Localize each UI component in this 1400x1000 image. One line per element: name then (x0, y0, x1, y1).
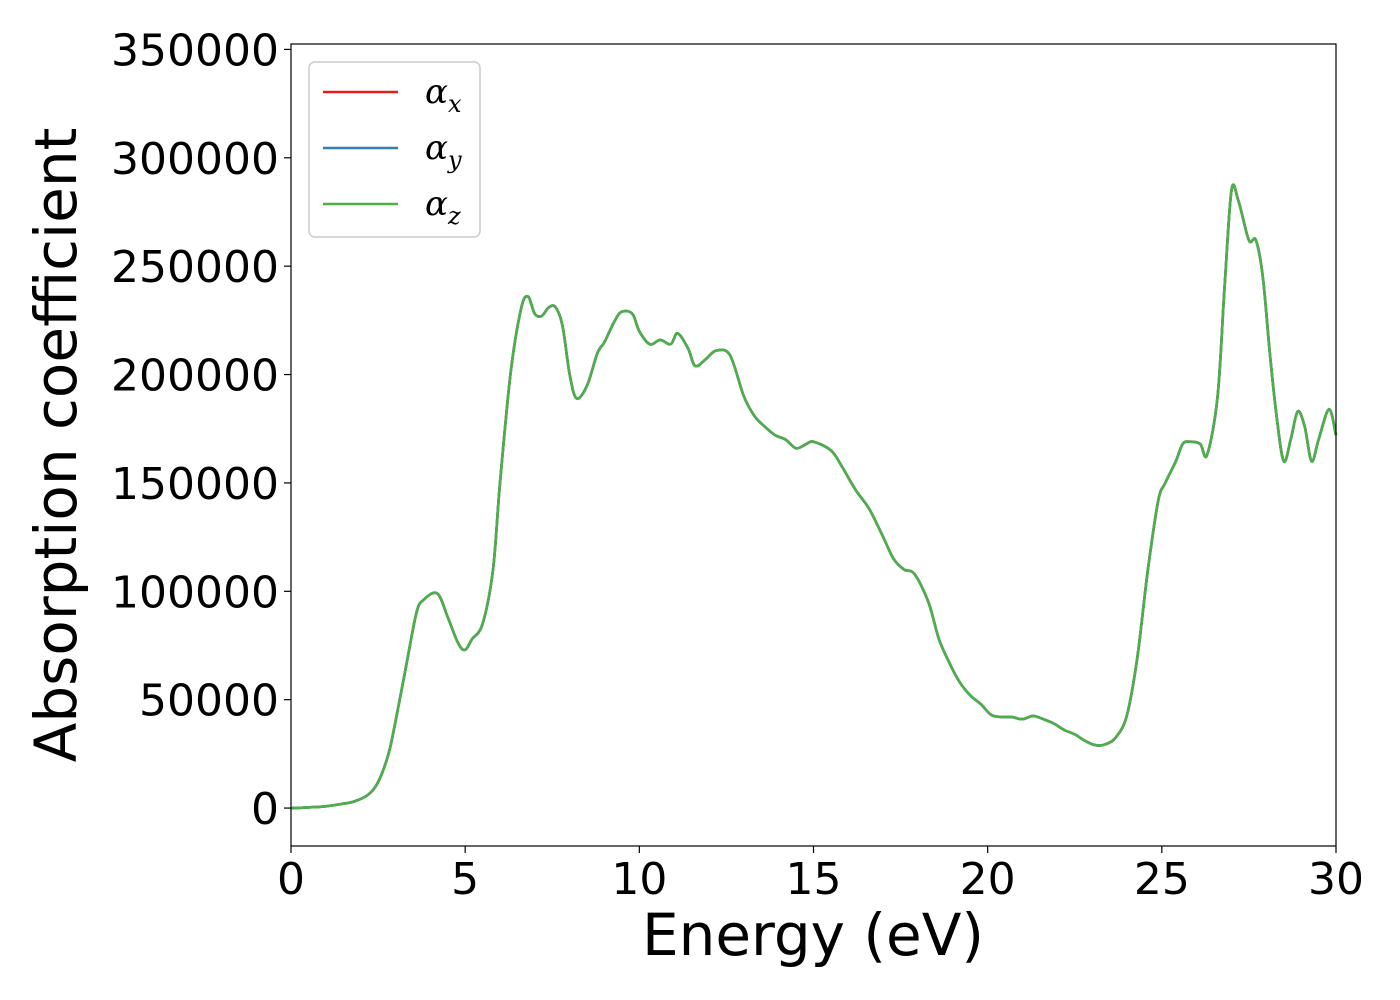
legend: αx αy αz (308, 61, 481, 238)
legend-box (308, 61, 481, 238)
series-lines (290, 183, 1338, 810)
x-axis: 0 5 10 15 20 25 30 (277, 846, 1364, 905)
y-axis-title: Absorption coefficient (22, 128, 90, 763)
y-axis: 0 50000 100000 150000 200000 250000 300000 3500… (111, 25, 291, 835)
y-tick-label: 150000 (111, 459, 279, 510)
y-tick-label: 0 (251, 784, 279, 835)
x-tick-label: 15 (786, 854, 842, 905)
x-axis-title: Energy (eV) (642, 901, 984, 969)
legend-label-alpha-y: αy (425, 128, 462, 174)
x-tick-label: 5 (451, 854, 479, 905)
legend-label-alpha-x: αx (425, 72, 462, 118)
x-tick-label: 20 (960, 854, 1016, 905)
y-tick-label: 200000 (111, 351, 279, 402)
series-line-alpha-z (290, 183, 1338, 810)
y-tick-label: 350000 (111, 25, 279, 76)
legend-label-alpha-z: αz (425, 184, 461, 230)
y-tick-label: 300000 (111, 134, 279, 185)
y-tick-label: 100000 (111, 567, 279, 618)
x-tick-label: 30 (1308, 854, 1364, 905)
x-tick-label: 10 (611, 854, 667, 905)
y-tick-label: 250000 (111, 242, 279, 293)
y-tick-label: 50000 (139, 676, 279, 727)
x-tick-label: 0 (277, 854, 305, 905)
x-tick-label: 25 (1134, 854, 1190, 905)
